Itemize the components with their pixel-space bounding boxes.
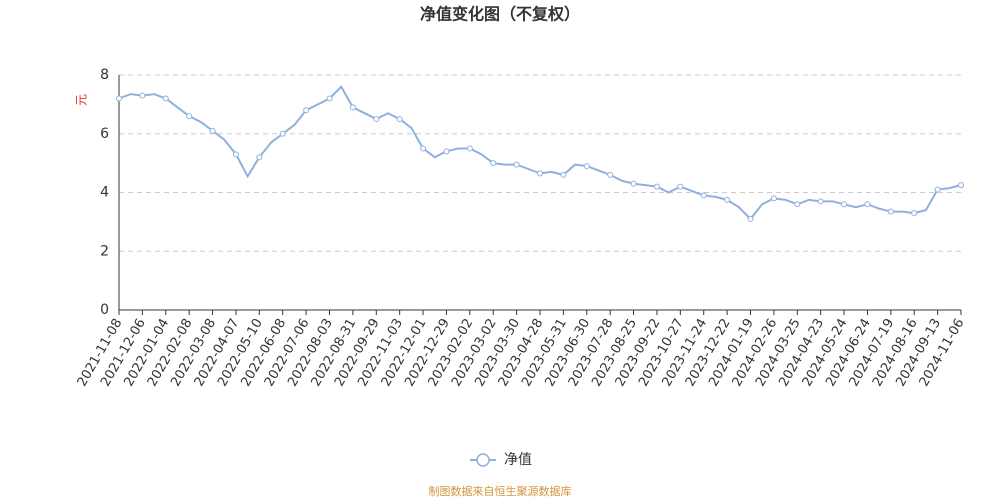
legend-label: 净值 xyxy=(504,452,532,468)
point-marker xyxy=(373,116,380,123)
point-marker xyxy=(537,170,543,177)
point-marker xyxy=(443,148,450,155)
series-line xyxy=(118,85,962,221)
point-marker xyxy=(186,113,193,120)
point-marker xyxy=(466,145,473,152)
point-marker xyxy=(700,192,707,199)
y-tick-label: 4 xyxy=(100,185,109,201)
point-marker xyxy=(747,215,754,222)
point-marker xyxy=(232,151,239,158)
legend-marker xyxy=(476,453,490,467)
point-marker xyxy=(724,196,731,203)
point-marker xyxy=(607,171,614,178)
point-marker xyxy=(794,201,801,208)
point-marker xyxy=(770,195,777,202)
y-tick-label: 0 xyxy=(100,302,109,318)
point-marker xyxy=(326,95,333,102)
chart-title: 净值变化图（不复权） xyxy=(420,5,580,24)
y-tick-label: 6 xyxy=(100,126,109,142)
point-marker xyxy=(349,104,356,111)
point-marker xyxy=(958,182,964,189)
point-marker xyxy=(139,92,146,99)
source-note: 制图数据来自恒生聚源数据库 xyxy=(429,484,572,498)
point-marker xyxy=(911,210,918,217)
point-marker xyxy=(396,116,403,123)
point-marker xyxy=(630,180,637,187)
point-marker xyxy=(817,198,824,205)
point-marker xyxy=(583,163,590,170)
point-marker xyxy=(887,208,894,215)
y-tick-label: 2 xyxy=(100,243,109,259)
point-marker xyxy=(513,161,520,168)
point-marker xyxy=(162,95,169,102)
point-marker xyxy=(303,107,310,114)
point-marker xyxy=(864,201,871,208)
point-marker xyxy=(420,145,427,152)
point-marker xyxy=(653,183,660,190)
point-marker xyxy=(279,130,286,137)
point-marker xyxy=(841,201,848,208)
y-axis-label: 元 xyxy=(75,94,89,106)
point-marker xyxy=(209,127,216,134)
point-marker xyxy=(490,160,497,167)
y-tick-label: 8 xyxy=(100,67,109,83)
point-marker xyxy=(116,95,122,102)
point-marker xyxy=(560,171,567,178)
point-marker xyxy=(256,154,263,161)
point-marker xyxy=(934,186,941,193)
point-marker xyxy=(677,183,684,190)
